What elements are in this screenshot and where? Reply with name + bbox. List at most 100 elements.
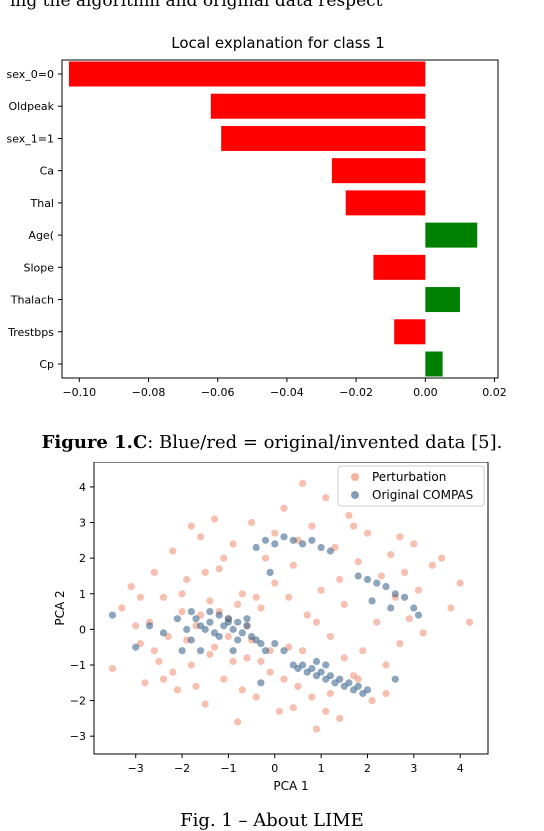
- perturbation-point: [410, 540, 418, 548]
- y-tick-label: 1: [79, 588, 86, 601]
- perturbation-point: [173, 686, 181, 694]
- y-tick-label: −1: [70, 659, 86, 672]
- original-point: [401, 593, 409, 601]
- perturbation-point: [294, 682, 302, 690]
- footer-caption-text: Fig. 1 – About LIME: [180, 810, 364, 831]
- perturbation-point: [363, 529, 372, 537]
- perturbation-point: [169, 547, 177, 555]
- perturbation-point: [243, 654, 251, 662]
- legend-marker-perturbation: [351, 473, 359, 481]
- perturbation-point: [396, 533, 404, 541]
- perturbation-point: [206, 597, 214, 605]
- original-point: [229, 625, 237, 633]
- perturbation-point: [317, 586, 325, 594]
- perturbation-point: [238, 590, 246, 598]
- x-tick-label: 2: [364, 762, 371, 775]
- perturbation-point: [312, 725, 321, 733]
- y-tick-label: 2: [79, 552, 86, 565]
- partial-text-line: ing the algorithm and original data resp…: [0, 0, 544, 22]
- original-point: [354, 682, 362, 690]
- x-tick-label: 1: [318, 762, 325, 775]
- perturbation-point: [150, 647, 158, 655]
- original-point: [410, 604, 418, 612]
- perturbation-point: [326, 632, 334, 641]
- perturbation-point: [396, 640, 404, 648]
- perturbation-point: [447, 604, 455, 612]
- perturbation-point: [377, 572, 385, 580]
- bar-label-age: Age(: [28, 229, 54, 242]
- original-point: [308, 536, 316, 544]
- feature-importance-bar-chart: Local explanation for class 1 sex_0=0 Old…: [6, 34, 507, 399]
- original-point: [197, 647, 205, 655]
- original-point: [183, 625, 191, 633]
- perturbation-point: [132, 622, 140, 630]
- original-point: [224, 615, 232, 623]
- original-point: [215, 632, 223, 641]
- x-tick-label: 4: [457, 762, 464, 775]
- perturbation-point: [387, 551, 395, 559]
- perturbation-point: [210, 515, 219, 523]
- perturbation-point: [289, 704, 297, 712]
- original-point: [299, 540, 307, 548]
- original-point: [187, 636, 195, 644]
- perturbation-point: [419, 629, 427, 637]
- x-tick-label: −1: [220, 762, 236, 775]
- scatter-legend: Perturbation Original COMPAS: [337, 465, 485, 507]
- perturbation-point: [183, 575, 191, 584]
- perturbation-point: [229, 540, 237, 548]
- original-point: [354, 572, 362, 580]
- perturbation-point: [405, 615, 413, 623]
- perturbation-point: [368, 697, 376, 705]
- bar-label-trestbps: Trestbps: [7, 326, 54, 339]
- original-point: [108, 611, 117, 619]
- original-point: [201, 625, 209, 633]
- bar-slope: [373, 254, 426, 280]
- y-tick-label: 4: [79, 481, 86, 494]
- perturbation-point: [456, 579, 464, 587]
- x-tick-label: 0.00: [413, 386, 438, 399]
- original-point: [387, 604, 395, 612]
- x-tick-label: −0.06: [201, 386, 235, 399]
- perturbation-point: [322, 707, 330, 715]
- original-point: [238, 629, 246, 637]
- y-tick-label: 0: [79, 623, 86, 636]
- original-point: [312, 657, 321, 665]
- y-tick-label: 3: [79, 517, 86, 530]
- perturbation-point: [178, 590, 186, 598]
- perturbation-point: [382, 689, 390, 698]
- perturbation-point: [248, 518, 256, 527]
- original-point: [326, 547, 334, 555]
- perturbation-point: [354, 675, 362, 683]
- perturbation-point: [308, 522, 316, 530]
- legend-box: [337, 465, 485, 507]
- bar-cp: [425, 351, 443, 377]
- bar-label-slope: Slope: [23, 261, 54, 274]
- perturbation-point: [289, 561, 297, 569]
- original-point: [317, 668, 325, 676]
- perturbation-point: [118, 604, 126, 612]
- perturbation-point: [201, 700, 209, 708]
- perturbation-point: [159, 675, 168, 683]
- x-tick-label: −0.08: [132, 386, 166, 399]
- original-point: [266, 568, 274, 576]
- original-point: [146, 622, 154, 630]
- perturbation-point: [382, 661, 390, 669]
- perturbation-point: [340, 654, 348, 662]
- original-point: [414, 611, 423, 619]
- original-point: [132, 643, 140, 651]
- x-tick-label: 3: [410, 762, 417, 775]
- original-point: [206, 618, 214, 626]
- original-point: [257, 679, 265, 687]
- figure-1c-label: Figure 1.C: [41, 432, 148, 453]
- bar-label-sex-1-1: sex_1=1: [6, 132, 54, 145]
- original-point: [363, 686, 372, 694]
- perturbation-point: [224, 632, 232, 641]
- perturbation-point: [359, 647, 367, 655]
- original-point: [257, 640, 265, 648]
- original-point: [261, 647, 270, 655]
- perturbation-point: [401, 568, 409, 576]
- original-point: [391, 590, 399, 598]
- perturbation-point: [285, 593, 293, 601]
- perturbation-point: [428, 561, 436, 569]
- x-tick-label: 0.02: [482, 386, 507, 399]
